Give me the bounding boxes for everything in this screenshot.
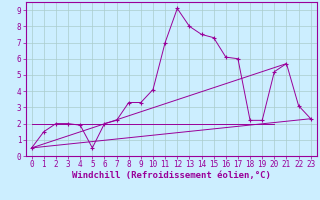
X-axis label: Windchill (Refroidissement éolien,°C): Windchill (Refroidissement éolien,°C) bbox=[72, 171, 271, 180]
